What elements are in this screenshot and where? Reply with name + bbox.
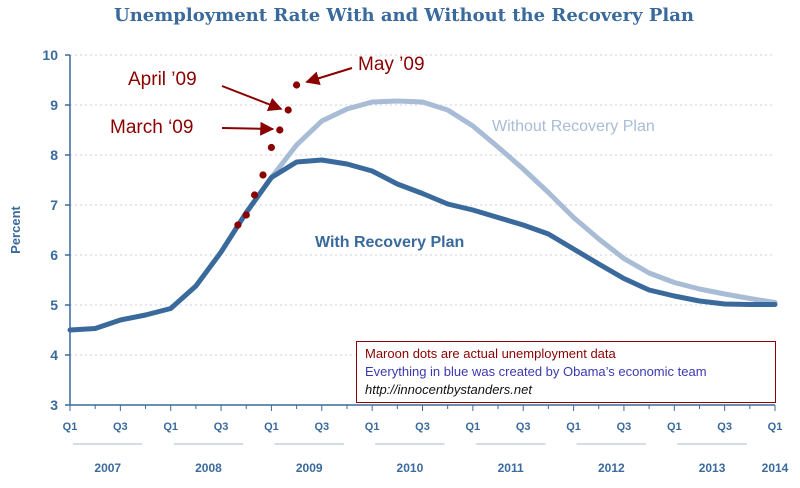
x-tick-label-q3: Q3 (617, 421, 632, 433)
x-tick-label-q3: Q3 (314, 421, 329, 433)
annotation-may-09: May ’09 (358, 54, 425, 75)
year-label-2007: 2007 (94, 461, 121, 475)
x-tick-label-q1: Q1 (365, 421, 380, 433)
x-tick-label-q3: Q3 (214, 421, 229, 433)
x-tick-label-q3: Q3 (415, 421, 430, 433)
actual-data-dots (234, 81, 301, 229)
annotation-april-09: April ’09 (128, 69, 197, 90)
y-tick-label-10: 10 (42, 47, 58, 63)
chart-title: Unemployment Rate With and Without the R… (114, 5, 694, 26)
y-tick-labels: 3 4 5 6 7 8 9 10 (42, 47, 58, 413)
arrow-april-09 (221, 85, 283, 111)
y-tick-label-6: 6 (50, 247, 58, 263)
arrow-may-09 (305, 67, 353, 85)
x-tick-label-q1: Q1 (566, 421, 581, 433)
x-tick-label-q1: Q1 (667, 421, 682, 433)
series-without-recovery-line (243, 98, 778, 305)
x-tick-label-q1: Q1 (63, 421, 78, 433)
y-tick-label-5: 5 (50, 297, 58, 313)
x-tick-label-q3: Q3 (113, 421, 128, 433)
note-line-blue: Everything in blue was created by Obama’… (365, 364, 707, 379)
actual-dot-2009-01 (267, 143, 275, 152)
y-tick-label-7: 7 (50, 197, 58, 213)
series-lines (67, 98, 778, 333)
annotation-arrows (221, 67, 353, 136)
year-label-2011: 2011 (498, 461, 524, 475)
x-tick-label-q3: Q3 (516, 421, 531, 433)
series-label-with-recovery: With Recovery Plan (315, 234, 464, 251)
actual-dot-2009-03 (284, 106, 292, 114)
x-tick-label-q1: Q1 (264, 421, 279, 433)
series-with-recovery-line (67, 157, 778, 333)
note-line-maroon: Maroon dots are actual unemployment data (365, 346, 616, 361)
y-axis-label: Percent (8, 205, 23, 253)
year-label-2010: 2010 (397, 461, 424, 475)
y-tick-label-8: 8 (50, 147, 58, 163)
actual-dot-2008-09 (234, 221, 242, 229)
x-tick-label-q1: Q1 (163, 421, 178, 433)
actual-dot-2009-02 (276, 126, 284, 134)
x-tick-labels: Q1 Q3 Q1 Q3 Q1 Q3 Q1 Q3 Q1 Q3 Q1 Q3 Q1 Q3 Q1 2007 2008 20… (63, 421, 789, 475)
note-box: Maroon dots are actual unemployment data… (356, 341, 776, 403)
y-tick-label-9: 9 (50, 97, 58, 113)
annotation-march-09: March ‘09 (110, 117, 193, 138)
year-label-2008: 2008 (195, 461, 222, 475)
actual-dot-2008-12 (259, 171, 267, 179)
x-tick-label-q1: Q1 (466, 421, 481, 433)
year-label-2009: 2009 (296, 461, 323, 475)
arrow-march-09 (221, 121, 275, 136)
actual-dot-2008-11 (251, 191, 259, 199)
year-label-2013: 2013 (699, 461, 726, 475)
year-label-2014: 2014 (762, 461, 789, 475)
series-label-without-recovery: Without Recovery Plan (492, 118, 655, 135)
actual-dot-2009-04 (293, 81, 301, 89)
x-tick-label-q3: Q3 (717, 421, 732, 433)
note-line-url: http://innocentbystanders.net (365, 382, 532, 397)
y-tick-label-3: 3 (50, 397, 58, 413)
year-label-2012: 2012 (598, 461, 625, 475)
y-tick-label-4: 4 (50, 347, 58, 363)
axes (65, 54, 776, 411)
x-tick-label-q1: Q1 (768, 421, 783, 433)
actual-dot-2008-10 (242, 211, 250, 219)
